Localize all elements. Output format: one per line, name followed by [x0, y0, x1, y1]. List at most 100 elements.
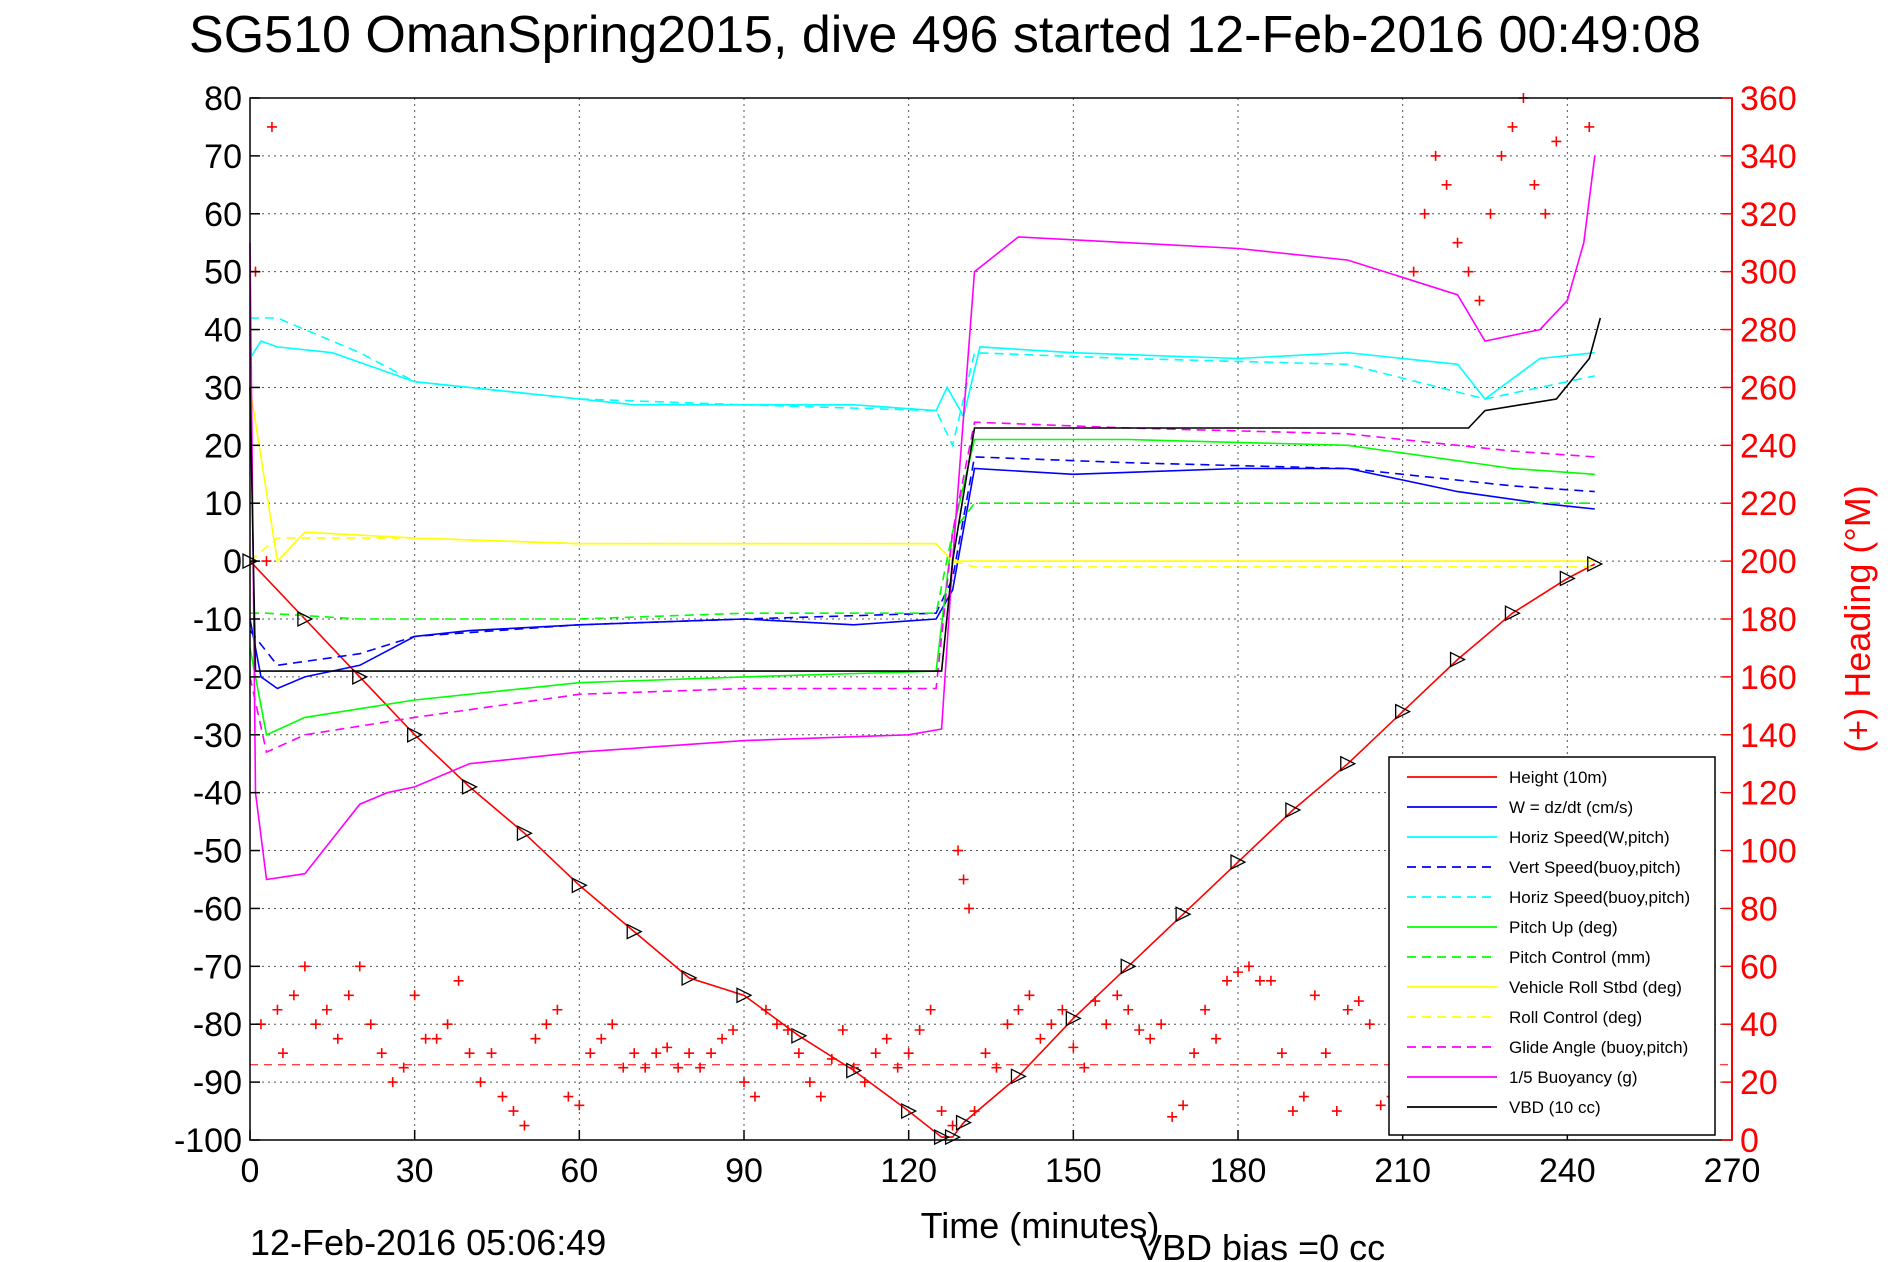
series-line [250, 502, 1595, 620]
y-tick-label: 40 [204, 312, 242, 350]
heading-point [936, 1106, 947, 1117]
legend-entry: Pitch Control (mm) [1509, 948, 1651, 967]
y-tick-label: 60 [204, 196, 242, 234]
heading-point [695, 1062, 706, 1073]
height-marker [791, 1027, 808, 1044]
heading-point [728, 1025, 739, 1036]
height-marker [461, 778, 479, 795]
x-axis: 0 30 60 90 120 150 180 210 240 270 [241, 1130, 1761, 1190]
heading-point [925, 1004, 936, 1015]
y-right-tick-label: 340 [1740, 138, 1797, 176]
heading-point [1463, 266, 1474, 277]
heading-point [782, 1025, 793, 1036]
legend-entry: Glide Angle (buoy,pitch) [1509, 1038, 1688, 1057]
y-axis-left: 80 70 60 50 40 30 20 10 0 -10 -20 -30 -40 -50 -60 -70 -8… [174, 80, 260, 1160]
heading-point [563, 1091, 574, 1102]
legend-entry: VBD (10 cc) [1509, 1098, 1601, 1117]
height-marker [352, 668, 369, 685]
heading-point [1276, 1048, 1287, 1059]
heading-point [662, 1042, 673, 1053]
heading-point [409, 990, 420, 1001]
heading-point [969, 1106, 980, 1117]
heading-point [585, 1048, 596, 1059]
height-marker [407, 726, 424, 743]
x-tick-label: 90 [725, 1152, 763, 1190]
series-line [249, 537, 1595, 568]
y-tick-label: -40 [193, 775, 242, 813]
series-line [250, 317, 1595, 448]
heading-point [629, 1048, 640, 1059]
heading-point [1013, 1004, 1024, 1015]
height-marker [681, 969, 698, 986]
height-marker [1230, 854, 1247, 871]
series-line [249, 155, 1596, 881]
height-marker [901, 1103, 918, 1120]
series-line [249, 467, 1595, 690]
heading-point [815, 1091, 826, 1102]
legend-entry: Horiz Speed(buoy,pitch) [1509, 888, 1690, 907]
height-marker [736, 987, 753, 1004]
heading-point [299, 961, 310, 972]
heading-point [618, 1062, 629, 1073]
height-marker [1010, 1068, 1027, 1085]
x-tick-label: 210 [1374, 1152, 1431, 1190]
heading-point [717, 1033, 728, 1044]
y-right-tick-label: 40 [1740, 1006, 1778, 1044]
heading-point [607, 1019, 618, 1030]
heading-point [760, 1004, 771, 1015]
heading-point [706, 1048, 717, 1059]
x-tick-label: 180 [1210, 1152, 1267, 1190]
y-right-tick-label: 260 [1740, 369, 1797, 407]
heading-point [1298, 1091, 1309, 1102]
heading-point [1134, 1025, 1145, 1036]
heading-point [508, 1106, 519, 1117]
heading-point [991, 1062, 1002, 1073]
y-tick-label: 0 [223, 543, 242, 581]
height-marker [297, 610, 314, 628]
heading-point [431, 1033, 442, 1044]
heading-point [343, 990, 354, 1001]
plot-area [242, 93, 1732, 1146]
heading-point [1287, 1106, 1298, 1117]
height-marker [1340, 755, 1357, 772]
heading-point [486, 1048, 497, 1059]
y-tick-label: -80 [193, 1006, 242, 1044]
heading-point [1057, 1004, 1068, 1015]
legend: Height (10m) W = dz/dt (cm/s) Horiz Speed(… [1388, 756, 1716, 1136]
x-tick-label: 270 [1704, 1152, 1761, 1190]
height-marker [1504, 605, 1521, 622]
heading-point [574, 1100, 585, 1111]
x-tick-label: 60 [560, 1152, 598, 1190]
heading-point [1331, 1106, 1342, 1117]
heading-point [497, 1091, 508, 1102]
heading-point [1200, 1004, 1211, 1015]
heading-point [1496, 150, 1507, 161]
series-line [249, 560, 1596, 1138]
heading-point [1265, 975, 1276, 986]
y-tick-label: 50 [204, 254, 242, 292]
heading-point [837, 1025, 848, 1036]
heading-point [870, 1048, 881, 1059]
heading-point [1485, 208, 1496, 219]
heading-point [1375, 1100, 1386, 1111]
heading-point [1002, 1019, 1013, 1030]
heading-point [1178, 1100, 1189, 1111]
heading-point [1353, 996, 1364, 1007]
heading-point [420, 1033, 431, 1044]
grid [250, 98, 1732, 1140]
x-tick-label: 120 [880, 1152, 937, 1190]
y-right-tick-label: 120 [1740, 775, 1797, 813]
heading-point [288, 990, 299, 1001]
heading-point [739, 1077, 749, 1088]
y-tick-label: -50 [193, 833, 242, 871]
heading-point [826, 1053, 837, 1064]
y-tick-label: -30 [193, 717, 242, 755]
series-line [249, 438, 1595, 736]
height-marker [1120, 958, 1137, 975]
heading-point [1507, 121, 1518, 132]
heading-point [552, 1004, 563, 1015]
y-tick-label: 10 [204, 485, 242, 523]
y-axis-right: 3603403203002802602402202001801601401201… [1722, 80, 1797, 1160]
series-line [249, 387, 1595, 563]
heading-point [1320, 1048, 1331, 1059]
